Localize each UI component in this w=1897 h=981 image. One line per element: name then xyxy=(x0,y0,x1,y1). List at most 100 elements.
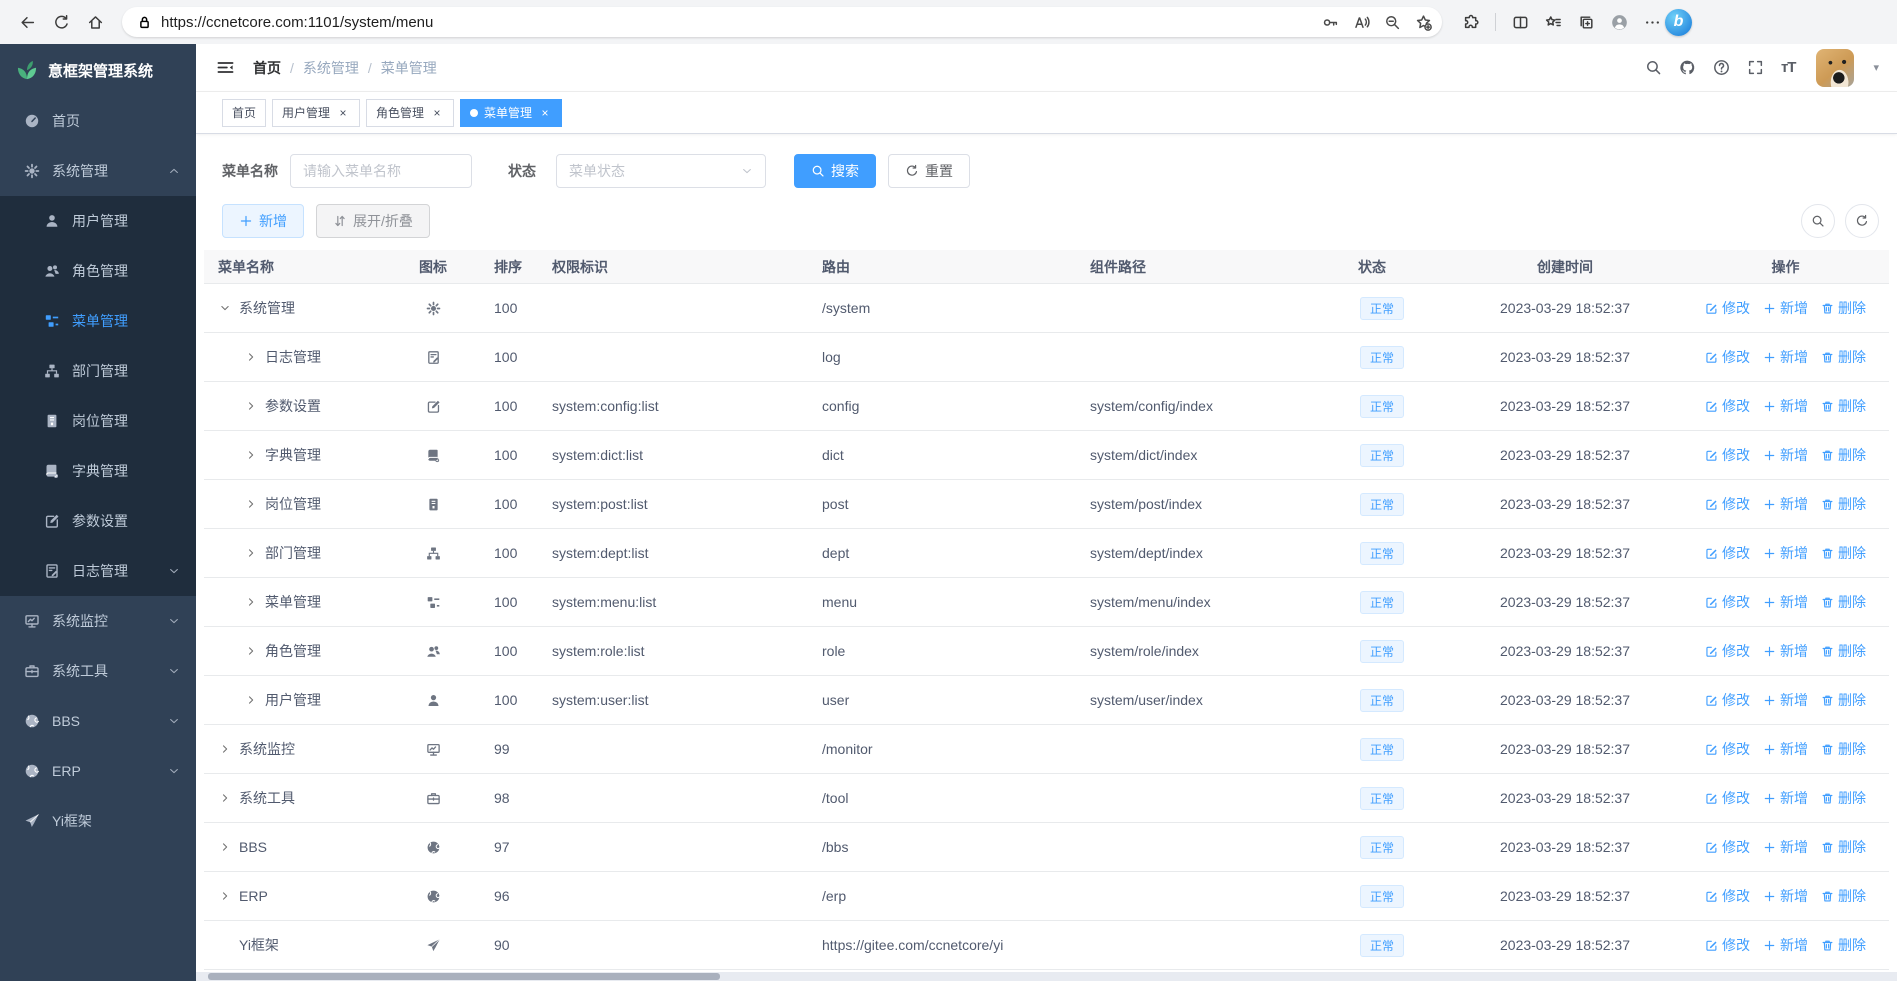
collections-icon[interactable] xyxy=(1578,14,1595,31)
edit-link[interactable]: 修改 xyxy=(1705,739,1750,759)
delete-link[interactable]: 删除 xyxy=(1821,347,1866,367)
expand-row-icon[interactable] xyxy=(244,449,258,461)
extensions-icon[interactable] xyxy=(1462,14,1479,31)
add-link[interactable]: 新增 xyxy=(1763,641,1808,661)
delete-link[interactable]: 删除 xyxy=(1821,298,1866,318)
sidebar-item-0[interactable]: 首页 xyxy=(0,96,196,146)
tab-菜单管理[interactable]: 菜单管理 × xyxy=(460,98,563,127)
tab-角色管理[interactable]: 角色管理 × xyxy=(366,98,455,127)
reset-button[interactable]: 重置 xyxy=(888,154,970,188)
delete-link[interactable]: 删除 xyxy=(1821,886,1866,906)
status-select[interactable]: 菜单状态 xyxy=(556,154,766,188)
expand-row-icon[interactable] xyxy=(244,351,258,363)
sidebar-item-10[interactable]: 系统监控 xyxy=(0,596,196,646)
sidebar-item-3[interactable]: 角色管理 xyxy=(0,246,196,296)
delete-link[interactable]: 删除 xyxy=(1821,935,1866,955)
edit-link[interactable]: 修改 xyxy=(1705,347,1750,367)
edit-link[interactable]: 修改 xyxy=(1705,886,1750,906)
copilot-icon[interactable]: b xyxy=(1665,8,1692,36)
delete-link[interactable]: 删除 xyxy=(1821,592,1866,612)
breadcrumb-item[interactable]: 首页 xyxy=(253,59,281,76)
more-icon[interactable] xyxy=(1644,14,1661,31)
split-screen-icon[interactable] xyxy=(1512,14,1529,31)
question-icon[interactable] xyxy=(1713,59,1730,76)
add-link[interactable]: 新增 xyxy=(1763,592,1808,612)
favorite-add-icon[interactable] xyxy=(1415,14,1432,31)
sidebar-item-9[interactable]: 日志管理 xyxy=(0,546,196,596)
edit-link[interactable]: 修改 xyxy=(1705,298,1750,318)
edit-link[interactable]: 修改 xyxy=(1705,641,1750,661)
expand-row-icon[interactable] xyxy=(244,645,258,657)
edit-link[interactable]: 修改 xyxy=(1705,396,1750,416)
add-link[interactable]: 新增 xyxy=(1763,837,1808,857)
url-text[interactable]: https://ccnetcore.com:1101/system/menu xyxy=(161,13,434,31)
read-aloud-icon[interactable] xyxy=(1353,14,1370,31)
sidebar-item-14[interactable]: Yi框架 xyxy=(0,796,196,846)
edit-link[interactable]: 修改 xyxy=(1705,690,1750,710)
delete-link[interactable]: 删除 xyxy=(1821,396,1866,416)
edit-link[interactable]: 修改 xyxy=(1705,543,1750,563)
font-size-icon[interactable]: тT xyxy=(1780,59,1796,76)
expand-row-icon[interactable] xyxy=(218,890,232,902)
expand-row-icon[interactable] xyxy=(218,792,232,804)
sidebar-item-12[interactable]: BBS xyxy=(0,696,196,746)
add-link[interactable]: 新增 xyxy=(1763,445,1808,465)
sidebar-item-6[interactable]: 岗位管理 xyxy=(0,396,196,446)
close-icon[interactable]: × xyxy=(433,105,441,120)
expand-row-icon[interactable] xyxy=(244,547,258,559)
add-link[interactable]: 新增 xyxy=(1763,298,1808,318)
delete-link[interactable]: 删除 xyxy=(1821,445,1866,465)
breadcrumb-item[interactable]: 系统管理 xyxy=(302,59,359,76)
scrollbar-thumb[interactable] xyxy=(208,973,720,980)
fullscreen-icon[interactable] xyxy=(1747,59,1764,76)
search-button[interactable]: 搜索 xyxy=(794,154,876,188)
refresh-button[interactable] xyxy=(44,5,78,39)
edit-link[interactable]: 修改 xyxy=(1705,445,1750,465)
delete-link[interactable]: 删除 xyxy=(1821,494,1866,514)
add-link[interactable]: 新增 xyxy=(1763,690,1808,710)
add-link[interactable]: 新增 xyxy=(1763,788,1808,808)
edit-link[interactable]: 修改 xyxy=(1705,788,1750,808)
menu-name-input[interactable] xyxy=(290,154,472,188)
sidebar-item-4[interactable]: 菜单管理 xyxy=(0,296,196,346)
user-avatar[interactable] xyxy=(1816,48,1855,87)
collapse-row-icon[interactable] xyxy=(218,302,232,314)
horizontal-scrollbar[interactable] xyxy=(196,972,1897,981)
expand-row-icon[interactable] xyxy=(244,400,258,412)
add-link[interactable]: 新增 xyxy=(1763,935,1808,955)
delete-link[interactable]: 删除 xyxy=(1821,739,1866,759)
favorites-bar-icon[interactable] xyxy=(1545,14,1562,31)
github-icon[interactable] xyxy=(1679,59,1696,76)
key-icon[interactable] xyxy=(1322,14,1339,31)
sidebar-item-7[interactable]: 字典管理 xyxy=(0,446,196,496)
home-button[interactable] xyxy=(78,5,112,39)
search-icon[interactable] xyxy=(1645,59,1662,76)
edit-link[interactable]: 修改 xyxy=(1705,592,1750,612)
tab-首页[interactable]: 首页 xyxy=(222,98,267,127)
add-link[interactable]: 新增 xyxy=(1763,739,1808,759)
hamburger-icon[interactable] xyxy=(216,58,235,77)
sidebar-item-5[interactable]: 部门管理 xyxy=(0,346,196,396)
add-link[interactable]: 新增 xyxy=(1763,494,1808,514)
delete-link[interactable]: 删除 xyxy=(1821,690,1866,710)
breadcrumb-item[interactable]: 菜单管理 xyxy=(380,59,437,76)
expand-row-icon[interactable] xyxy=(244,694,258,706)
avatar-caret-icon[interactable]: ▾ xyxy=(1873,62,1879,74)
sidebar-item-13[interactable]: ERP xyxy=(0,746,196,796)
add-link[interactable]: 新增 xyxy=(1763,347,1808,367)
sidebar-item-1[interactable]: 系统管理 xyxy=(0,146,196,196)
expand-row-icon[interactable] xyxy=(218,841,232,853)
close-icon[interactable]: × xyxy=(339,105,347,120)
add-link[interactable]: 新增 xyxy=(1763,543,1808,563)
sidebar-item-2[interactable]: 用户管理 xyxy=(0,196,196,246)
add-link[interactable]: 新增 xyxy=(1763,396,1808,416)
sidebar-item-8[interactable]: 参数设置 xyxy=(0,496,196,546)
expand-collapse-button[interactable]: 展开/折叠 xyxy=(316,204,430,238)
expand-row-icon[interactable] xyxy=(244,596,258,608)
sidebar-item-11[interactable]: 系统工具 xyxy=(0,646,196,696)
add-button[interactable]: 新增 xyxy=(222,204,304,238)
delete-link[interactable]: 删除 xyxy=(1821,641,1866,661)
address-bar[interactable]: https://ccnetcore.com:1101/system/menu xyxy=(122,7,1442,37)
delete-link[interactable]: 删除 xyxy=(1821,543,1866,563)
delete-link[interactable]: 删除 xyxy=(1821,837,1866,857)
